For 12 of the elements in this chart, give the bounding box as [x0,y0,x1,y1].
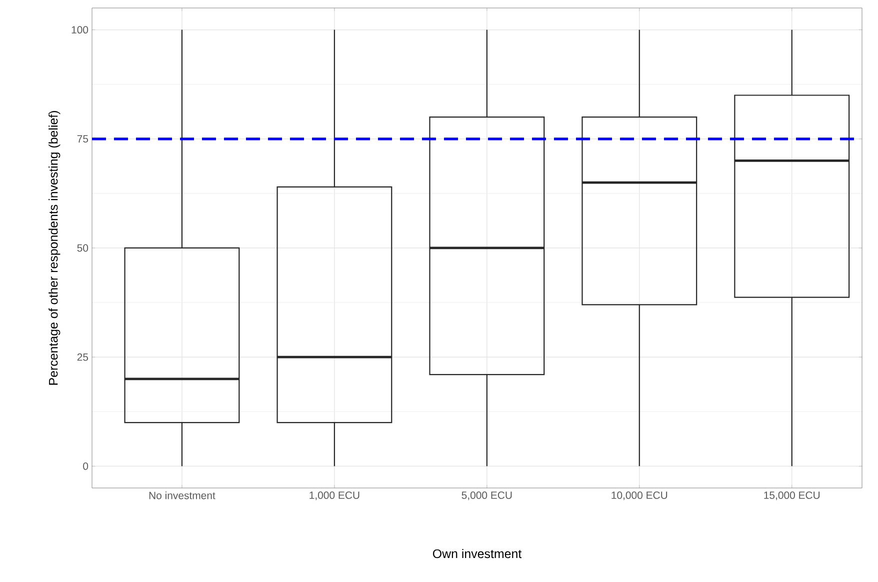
x-tick-label: No investment [149,492,216,500]
y-tick-label: 25 [77,353,88,361]
x-tick-label: 1,000 ECU [310,492,360,500]
y-tick-label: 75 [77,135,88,143]
x-axis-title: Own investment [432,548,522,558]
x-tick-label: 5,000 ECU [462,492,512,500]
y-tick-label: 100 [72,26,88,34]
x-tick-label: 15,000 ECU [764,492,820,500]
y-axis-title: Percentage of other respondents investing (belief) [48,111,60,385]
y-tick-label: 50 [77,244,88,252]
y-tick-label: 0 [83,462,88,470]
x-tick-label: 10,000 ECU [612,492,668,500]
